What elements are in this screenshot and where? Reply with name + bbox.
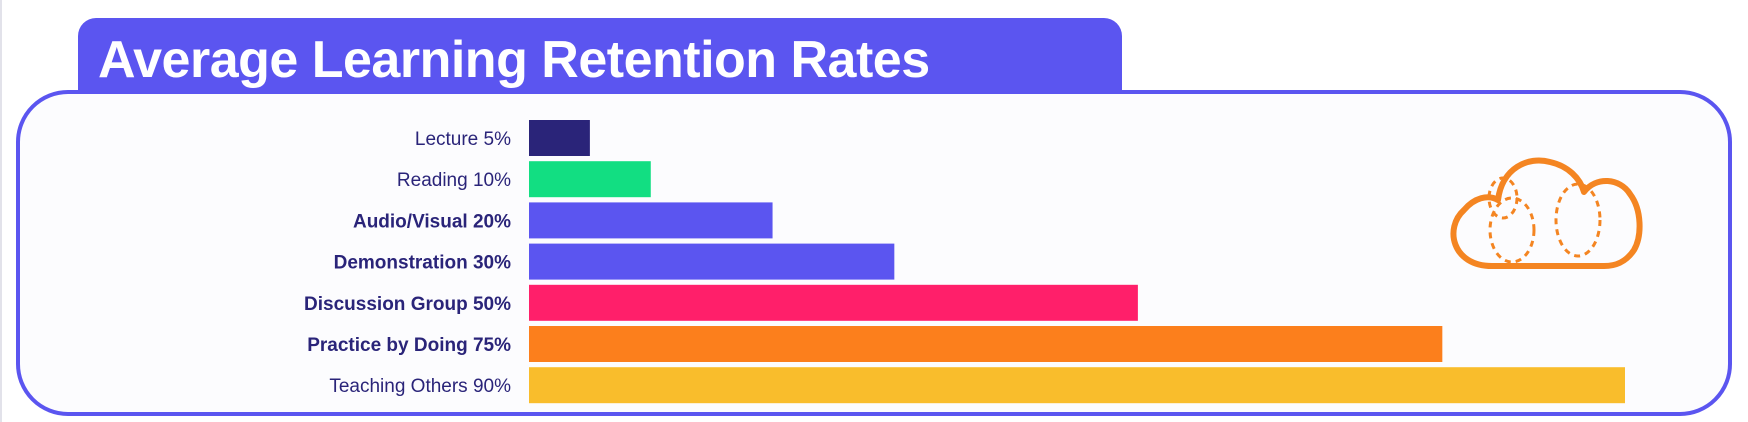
bar-label-3: Demonstration 30% [334,253,511,274]
bar-5 [529,326,1443,362]
bar-label-5: Practice by Doing 75% [307,335,511,356]
bar-label-4: Discussion Group 50% [304,294,511,315]
bar-4 [529,284,1138,321]
bar-label-0: Lecture 5% [415,129,511,150]
bar-label-1: Reading 10% [397,170,511,191]
bar-1 [529,161,651,198]
cloud-icon [1450,157,1643,269]
bar-3 [529,243,895,280]
bar-0 [529,120,590,156]
left-edge-rule [0,0,2,422]
bar-label-2: Audio/Visual 20% [353,211,511,232]
bar-label-6: Teaching Others 90% [329,376,511,397]
page-title: Average Learning Retention Rates [98,31,930,89]
bar-2 [529,202,773,239]
bar-6 [529,367,1625,404]
title-tab [78,18,1122,98]
